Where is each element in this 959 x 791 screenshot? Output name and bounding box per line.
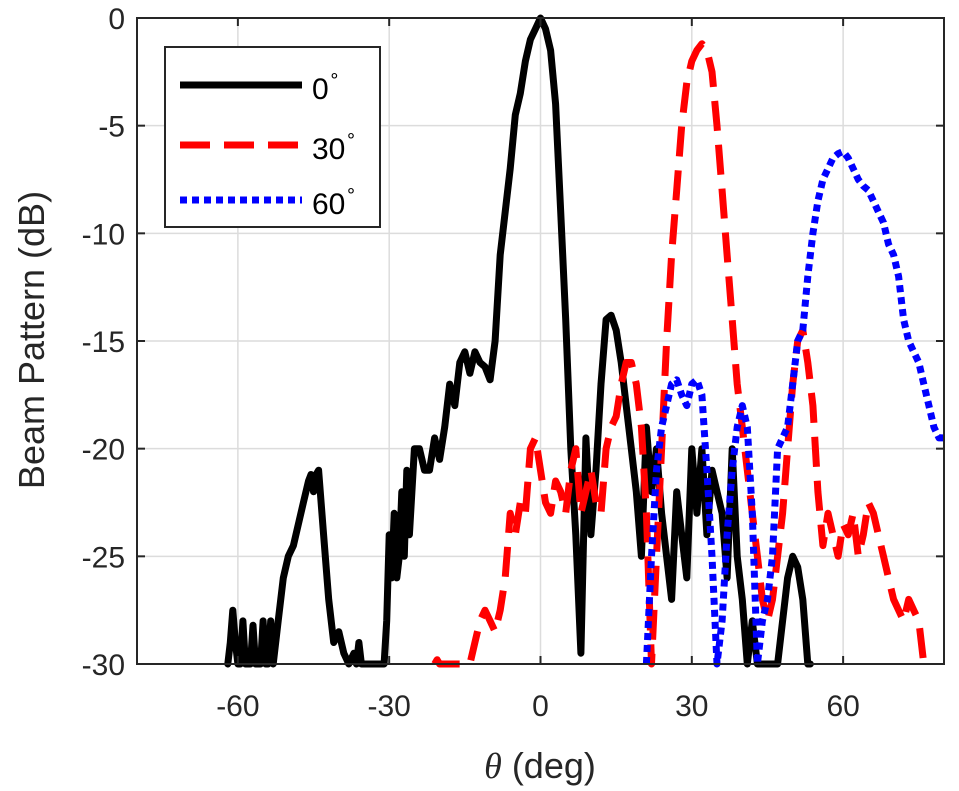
y-tick-label: -25 — [82, 541, 125, 574]
legend: 0∘ 30∘ 60∘ — [164, 46, 381, 228]
y-tick-label: -10 — [82, 218, 125, 251]
legend-label-30: 30∘ — [312, 125, 357, 166]
y-tick-label: -30 — [82, 649, 125, 682]
x-tick-label: 60 — [826, 690, 859, 723]
x-tick-label: 0 — [532, 690, 549, 723]
legend-box — [164, 46, 381, 228]
y-tick-label: -5 — [98, 111, 125, 144]
x-tick-label: -60 — [216, 690, 259, 723]
plot-series — [224, 14, 944, 668]
legend-label-0: 0∘ — [312, 65, 340, 106]
axis-ticks: -60 -30 0 30 60 0 -5 -10 -15 -20 -25 -30 — [82, 3, 944, 723]
legend-label-60: 60∘ — [312, 180, 357, 221]
x-tick-label: 30 — [675, 690, 708, 723]
series-line-0 — [224, 14, 814, 668]
series-line-60 — [642, 148, 944, 668]
series-line-30 — [431, 40, 929, 668]
y-tick-label: -20 — [82, 434, 125, 467]
x-tick-label: -30 — [368, 690, 411, 723]
y-axis-label: Beam Pattern (dB) — [11, 191, 52, 489]
y-tick-label: -15 — [82, 326, 125, 359]
x-axis-label: θ (deg) — [484, 745, 596, 786]
y-tick-label: 0 — [108, 3, 125, 36]
